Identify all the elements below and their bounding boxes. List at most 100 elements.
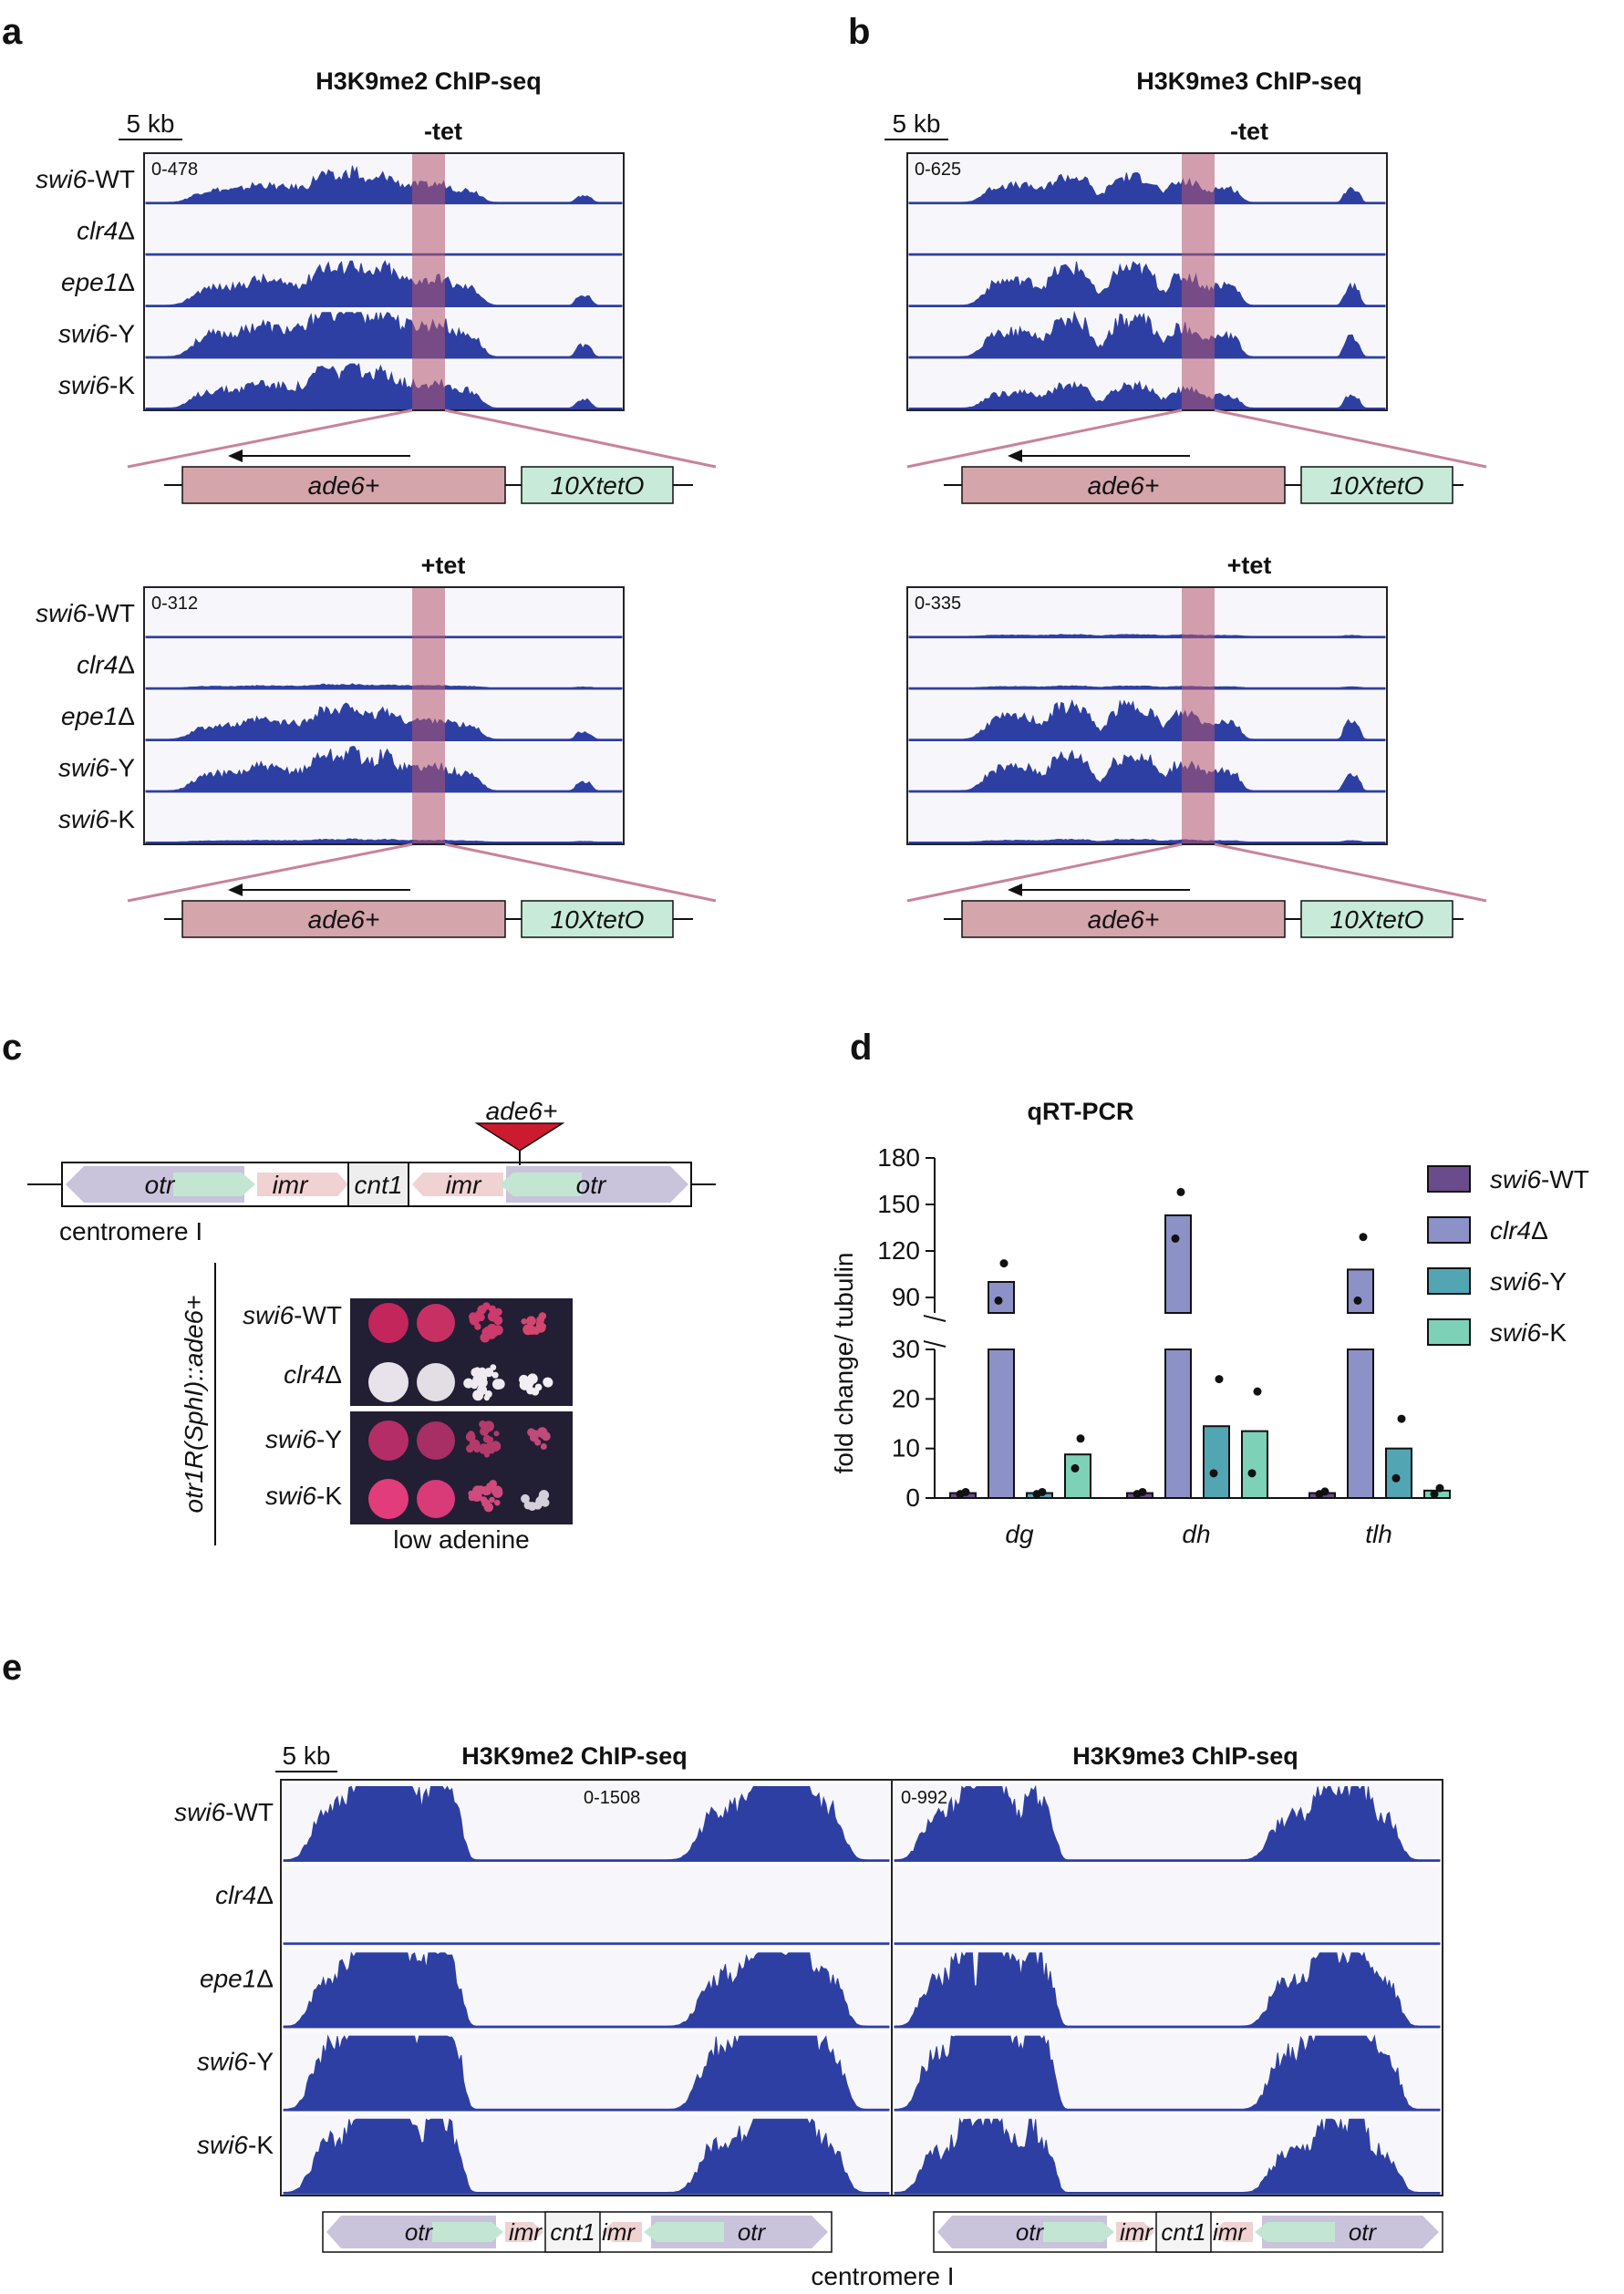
strain-label-2: epe1Δ	[200, 1964, 274, 1992]
centromere-caption: centromere I	[811, 2262, 954, 2290]
teto-label: 10XtetO	[1330, 471, 1424, 500]
imr-left-arrow	[257, 1173, 348, 1196]
strain-label-1: clr4Δ	[77, 651, 135, 679]
ade6-highlight	[1182, 153, 1215, 410]
plate-caption: low adenine	[393, 1525, 529, 1554]
track-range: 0-625	[915, 160, 961, 180]
bar	[1347, 1268, 1374, 1315]
yeast-colony	[491, 1371, 499, 1379]
strain-construct-label: otr1R(SphI)::ade6+	[180, 1296, 208, 1514]
plate-label-clr4-delta: clr4Δ	[284, 1360, 342, 1389]
track-b-minus-0	[908, 155, 1386, 205]
track-e-left-4	[283, 2115, 890, 2195]
ade6-box	[961, 900, 1286, 938]
condition-label-plus: +tet	[421, 552, 466, 579]
track-e-right-3	[894, 2032, 1441, 2112]
teto-label: 10XtetO	[551, 471, 645, 500]
panel-letter-b: b	[848, 12, 870, 52]
panel-a: a H3K9me2 ChIP-seq 5 kb -tet swi6-WT clr4Δ epe…	[2, 12, 717, 938]
track-b-minus-2	[908, 257, 1386, 307]
centromere-diagram: otr imr cnt1 imr otr	[322, 2211, 833, 2253]
data-point	[1253, 1387, 1262, 1396]
cnt1-label: cnt1	[355, 1171, 403, 1199]
reporter-construct: ade6+ 10XtetO	[944, 884, 1464, 938]
y-tick-label: 180	[877, 1143, 920, 1172]
bar	[1164, 1348, 1192, 1499]
track-e-left-0	[283, 1783, 890, 1862]
y-tick-label: 30	[892, 1335, 920, 1363]
y-tick-label: 120	[877, 1236, 920, 1265]
bar	[1203, 1425, 1230, 1500]
yeast-colony	[533, 1501, 543, 1510]
strain-label-0: swi6-WT	[36, 165, 135, 193]
data-point	[1176, 1187, 1185, 1196]
teto-label: 10XtetO	[551, 905, 645, 934]
track-a-plus-3	[145, 743, 623, 793]
reporter-construct: ade6+ 10XtetO	[944, 450, 1464, 504]
legend-swatch	[1427, 1165, 1471, 1193]
otr-left-label: otr	[145, 1171, 176, 1199]
data-point	[1209, 1469, 1218, 1478]
track-b-minus-3	[908, 309, 1386, 359]
spot-grid	[368, 1302, 553, 1519]
yeast-colony	[480, 1496, 488, 1504]
track-e-right-4	[894, 2115, 1441, 2195]
strain-label-4: swi6-K	[58, 371, 135, 399]
legend-swatch	[1427, 1267, 1471, 1295]
track-b-plus-0	[908, 589, 1386, 639]
yeast-colony	[487, 1323, 498, 1335]
legend-label: clr4Δ	[1490, 1216, 1548, 1245]
ade6-highlight	[412, 153, 445, 410]
y-tick-label: 20	[892, 1384, 920, 1412]
data-point	[1247, 1469, 1257, 1478]
data-point	[1397, 1414, 1406, 1423]
yeast-colony	[483, 1503, 493, 1513]
scale-bar-label: 5 kb	[127, 109, 175, 138]
imr-right-label: imr	[446, 1171, 483, 1199]
strain-label-3: swi6-Y	[58, 753, 135, 781]
yeast-colony	[492, 1487, 503, 1498]
cen-element-label: cnt1	[1161, 2218, 1205, 2246]
centromere-diagram: otr imr cnt1 imr otr ade6+ centromere I	[27, 1097, 716, 1245]
cen-element-label: otr	[1016, 2218, 1045, 2246]
legend-swatch	[1427, 1216, 1471, 1244]
bar	[1064, 1453, 1091, 1499]
data-point	[1320, 1487, 1329, 1496]
yeast-colony	[463, 1378, 474, 1389]
yeast-colony	[543, 1377, 553, 1388]
panel-e-right-title: H3K9me3 ChIP-seq	[1072, 1742, 1298, 1770]
data-point	[1430, 1490, 1439, 1499]
yeast-colony	[489, 1496, 495, 1504]
yeast-colony	[477, 1385, 488, 1395]
yeast-colony	[472, 1374, 484, 1386]
strain-label-1: clr4Δ	[215, 1881, 274, 1909]
track-b-minus-1	[908, 206, 1386, 256]
yeast-colony	[484, 1368, 494, 1378]
yeast-spot	[417, 1363, 455, 1401]
data-point	[1435, 1483, 1444, 1493]
bar	[1347, 1348, 1374, 1499]
track-e-right-0	[894, 1783, 1441, 1862]
a-plus-tet-block: +tet swi6-WT clr4Δ epe1Δ swi6-Y swi6-K 0-312 ad…	[36, 552, 717, 938]
y-tick-label: 10	[892, 1434, 920, 1462]
data-point	[1071, 1463, 1080, 1472]
track-a-plus-0	[145, 589, 623, 639]
panel-e: e 5 kb H3K9me2 ChIP-seq H3K9me3 ChIP-seq 0-1…	[2, 1648, 1443, 2290]
ade6-label: ade6+	[1088, 905, 1160, 934]
panel-letter-a: a	[2, 12, 23, 52]
plate-label-swi6-k: swi6-K	[265, 1482, 342, 1510]
panel-e-right-tracks: 0-992	[891, 1779, 1443, 2196]
cen-element-label: otr	[405, 2218, 434, 2246]
ade6-highlight	[1182, 587, 1215, 844]
data-point	[1038, 1487, 1047, 1496]
legend-swatch	[1427, 1318, 1471, 1346]
data-point	[1359, 1233, 1368, 1242]
plate-label-swi6-wt: swi6-WT	[243, 1301, 342, 1329]
otr-right-label: otr	[576, 1171, 607, 1199]
a-minus-tet-block: -tet swi6-WT clr4Δ epe1Δ swi6-Y swi6-K 0-478 ad…	[36, 118, 717, 504]
data-point	[1138, 1487, 1147, 1496]
condition-label-plus: +tet	[1227, 552, 1272, 579]
cen-element-label: otr	[738, 2218, 767, 2246]
bar	[1385, 1447, 1412, 1499]
track-b-plus-4	[908, 794, 1386, 844]
